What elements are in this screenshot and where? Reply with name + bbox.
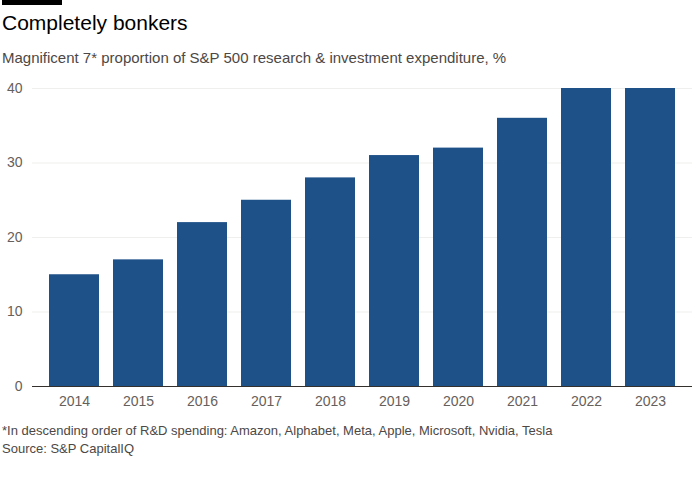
svg-text:20: 20 <box>7 229 23 245</box>
svg-text:2021: 2021 <box>507 393 538 409</box>
html-text:Source: S&P CapitalIQ: Source: S&P CapitalIQ <box>2 441 134 456</box>
html-text:Magnificent 7* proportion of S: Magnificent 7* proportion of S&P 500 res… <box>2 49 507 66</box>
svg-text:10: 10 <box>7 303 23 319</box>
svg-text:2017: 2017 <box>251 393 282 409</box>
html-text:Completely bonkers: Completely bonkers <box>2 11 188 34</box>
svg-text:2014: 2014 <box>59 393 90 409</box>
svg-text:40: 40 <box>7 80 23 96</box>
svg-text:30: 30 <box>7 154 23 170</box>
svg-text:2019: 2019 <box>379 393 410 409</box>
svg-text:2015: 2015 <box>123 393 154 409</box>
html-text:*In descending order of R&D sp: *In descending order of R&D spending: Am… <box>2 423 553 438</box>
svg-text:2016: 2016 <box>187 393 218 409</box>
svg-text:2022: 2022 <box>571 393 602 409</box>
svg-text:2020: 2020 <box>443 393 474 409</box>
svg-text:0: 0 <box>15 378 23 394</box>
svg-text:2023: 2023 <box>635 393 666 409</box>
svg-text:2018: 2018 <box>315 393 346 409</box>
